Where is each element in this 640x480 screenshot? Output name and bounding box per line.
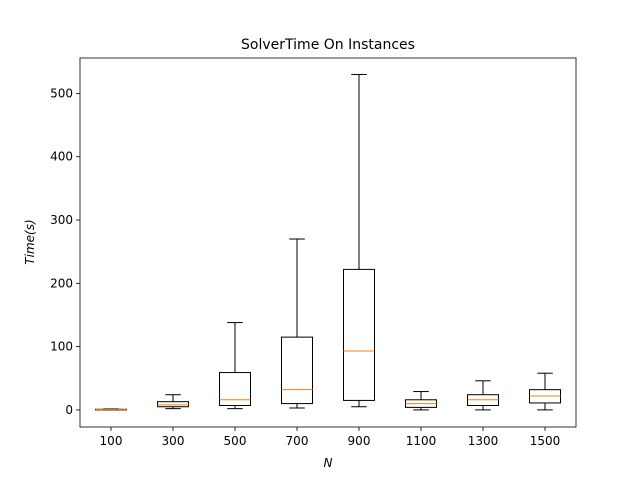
y-tick-label: 100 (50, 340, 73, 354)
x-tick-label: 700 (286, 434, 309, 448)
x-axis-label: N (324, 456, 333, 470)
box-group-300 (157, 394, 189, 410)
box-group-1300 (467, 380, 499, 411)
box-iqr (343, 268, 375, 401)
y-tick-label: 0 (65, 403, 73, 417)
x-tick-label: 900 (348, 434, 371, 448)
x-tick-label: 500 (224, 434, 247, 448)
y-tick-label: 300 (50, 213, 73, 227)
y-tick-label: 200 (50, 276, 73, 290)
box-group-1100 (405, 391, 437, 411)
box-iqr (219, 372, 251, 406)
box-group-500 (219, 322, 251, 410)
x-axis: 100 300 500 700 900 1100 1300 1500 (100, 427, 561, 448)
box-group-1500 (529, 372, 561, 411)
x-tick-label: 1300 (468, 434, 499, 448)
y-tick-label: 500 (50, 86, 73, 100)
axes-frame (79, 57, 577, 428)
box-iqr (281, 336, 313, 405)
x-tick-label: 300 (162, 434, 185, 448)
box-iqr (157, 401, 189, 408)
y-axis-label: Time(s) (23, 219, 37, 264)
y-tick-label: 400 (50, 150, 73, 164)
box-group-100 (95, 408, 127, 411)
box-group-700 (281, 238, 313, 409)
x-tick-label: 100 (100, 434, 123, 448)
x-tick-label: 1500 (530, 434, 561, 448)
box-group-900 (343, 73, 375, 408)
chart-title: SolverTime On Instances (241, 37, 415, 53)
plot-area (95, 73, 561, 411)
x-tick-label: 1100 (406, 434, 437, 448)
y-axis: 0 100 200 300 400 500 (50, 86, 80, 417)
